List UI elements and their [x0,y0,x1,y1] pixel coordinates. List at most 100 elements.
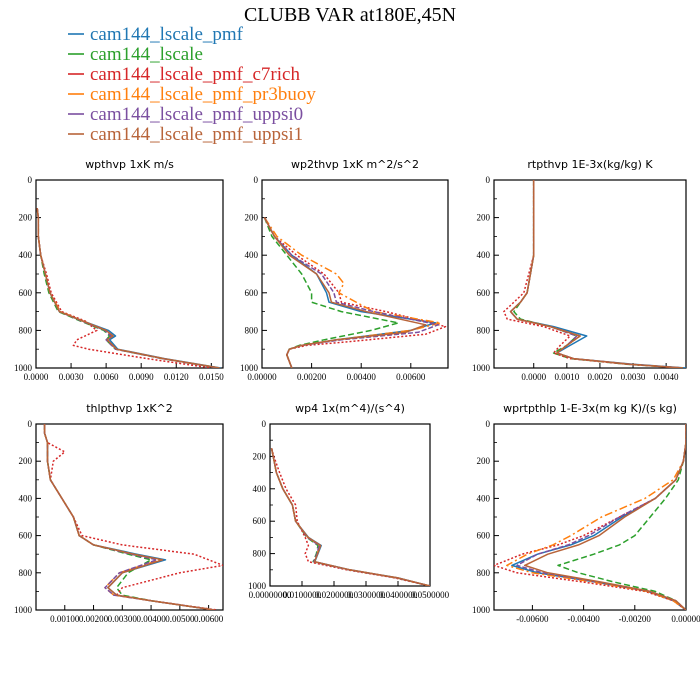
series-line-4 [43,424,215,610]
x-tick-label: 0.00100 [50,614,80,624]
series-line-2 [557,424,686,610]
x-tick-label: 0.0030 [621,372,646,382]
y-tick-label: 400 [245,250,259,260]
y-tick-label: 400 [477,493,491,503]
series-group [503,180,686,368]
series-group [43,424,223,610]
x-tick-label: 0.0030 [59,372,84,382]
y-tick-label: 0 [486,175,491,185]
series-line-6 [263,217,427,368]
series-line-6 [43,424,215,610]
panel-5: wp4 1x(m^4)/(s^4) 0 200 400 600 800 10000.0000… [248,402,450,600]
series-group [494,424,686,610]
x-tick-label: 0.0000 [24,372,49,382]
series-line-4 [36,208,220,368]
panel-title: rtpthvp 1E-3x(kg/kg) K [527,158,653,171]
series-line-1 [263,217,437,368]
y-tick-label: 600 [19,288,33,298]
panel-title: wp2thvp 1xK m^2/s^2 [291,158,419,171]
plot-frame [35,423,224,611]
series-line-3 [36,208,212,368]
panel-1: wpthvp 1xK m/s 0 200 400 600 800 10000.0000 0.0… [14,158,224,382]
legend-entry: cam144_lscale_pmf [68,24,244,45]
plot-frame [261,179,449,369]
y-tick-label: 1000 [472,363,491,373]
series-line-3 [263,217,447,368]
y-tick-label: 1000 [240,363,259,373]
x-tick-label: -0.00200 [619,614,652,624]
y-tick-label: 800 [253,549,267,559]
series-group [36,208,221,368]
panel-title: thlpthvp 1xK^2 [86,402,173,415]
y-tick-label: 400 [19,250,33,260]
y-tick-label: 1000 [14,363,33,373]
y-tick-label: 600 [245,288,259,298]
panel-6: wprtpthlp 1-E-3x(m kg K)/(s kg) 0 200 400 60… [472,402,700,624]
y-tick-label: 1000 [472,605,491,615]
legend-entry: cam144_lscale_pmf_uppsi0 [68,104,303,125]
y-tick-label: 600 [253,516,267,526]
y-tick-label: 0 [254,175,259,185]
y-tick-label: 800 [477,325,491,335]
y-tick-label: 0 [28,419,33,429]
y-tick-label: 600 [19,531,33,541]
y-tick-label: 1000 [14,605,33,615]
series-group [263,217,447,368]
x-tick-label: 0.00200 [79,614,109,624]
legend-label: cam144_lscale_pmf_pr3buoy [90,84,316,105]
series-line-4 [263,217,442,368]
series-line-2 [263,217,400,368]
x-tick-label: 0.00000 [671,614,700,624]
legend: cam144_lscale_pmfcam144_lscalecam144_lsc… [68,24,316,145]
x-tick-label: 0.0500000 [411,590,450,600]
y-tick-label: 200 [19,456,33,466]
y-tick-label: 1000 [248,581,267,591]
legend-label: cam144_lscale_pmf_uppsi1 [90,124,303,145]
panel-2: wp2thvp 1xK m^2/s^2020040060080010000.00… [240,158,449,382]
series-line-6 [523,424,686,610]
x-tick-label: 0.0000 [521,372,546,382]
y-tick-label: 400 [477,250,491,260]
legend-label: cam144_lscale_pmf_uppsi0 [90,104,303,125]
y-tick-label: 200 [19,213,33,223]
panel-title: wprtpthlp 1-E-3x(m kg K)/(s kg) [503,402,677,415]
plot-frame [493,179,687,369]
x-tick-label: 0.00600 [396,372,426,382]
x-tick-label: 0.0150 [199,372,224,382]
x-tick-label: 0.00000 [247,372,277,382]
series-line-2 [36,208,219,368]
y-tick-label: 200 [477,213,491,223]
plot-frame [269,423,431,587]
x-tick-label: -0.00400 [567,614,600,624]
x-tick-label: 0.0060 [94,372,119,382]
y-tick-label: 0 [486,419,491,429]
legend-label: cam144_lscale [90,44,203,65]
x-tick-label: 0.0120 [164,372,189,382]
x-tick-label: 0.00000000 [249,590,292,600]
figure-title: CLUBB VAR at180E,45N [244,4,456,26]
y-tick-label: 400 [253,484,267,494]
y-tick-label: 0 [262,419,267,429]
legend-label: cam144_lscale_pmf [90,24,244,45]
series-line-6 [36,208,220,368]
legend-entry: cam144_lscale_pmf_uppsi1 [68,124,303,145]
x-tick-label: 0.0090 [129,372,154,382]
series-line-1 [509,180,686,368]
series-line-1 [43,424,215,610]
x-tick-label: 0.0010 [554,372,579,382]
y-tick-label: 400 [19,493,33,503]
x-tick-label: -0.00600 [516,614,549,624]
panel-title: wpthvp 1xK m/s [85,158,174,171]
y-tick-label: 600 [477,288,491,298]
y-tick-label: 0 [28,175,33,185]
y-tick-label: 200 [245,213,259,223]
y-tick-label: 200 [253,451,267,461]
x-tick-label: 0.00400 [136,614,166,624]
x-tick-label: 0.00400 [347,372,377,382]
legend-label: cam144_lscale_pmf_c7rich [90,64,300,85]
series-line-5 [36,208,219,368]
y-tick-label: 600 [477,531,491,541]
